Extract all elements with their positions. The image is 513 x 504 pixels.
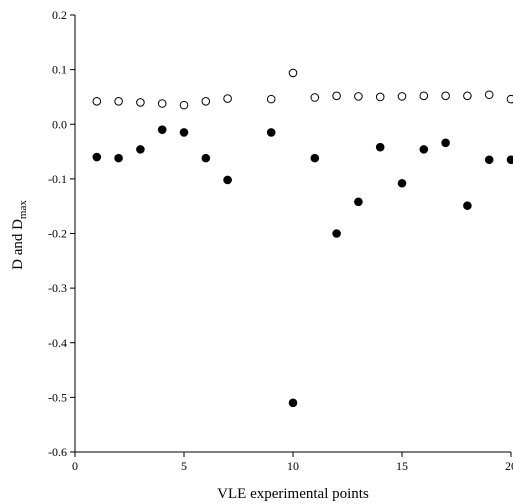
y-axis-title: D and Dmax [10,200,29,270]
y-tick-label: 0.1 [52,63,67,77]
y-tick-label: -0.5 [48,390,67,404]
filled-data-point [115,154,123,162]
filled-data-point [311,154,319,162]
open-data-point [202,98,210,106]
filled-data-point [485,156,493,164]
y-tick-label: -0.2 [48,227,67,241]
x-axis-ticks: 0 5 10 15 20 [72,452,513,473]
open-data-point [158,100,166,108]
filled-data-point [137,146,145,154]
open-data-point [507,95,513,103]
filled-data-point [398,179,406,187]
x-tick-label: 0 [72,459,78,473]
y-axis-title-main: D and D [10,219,26,270]
open-data-point [420,92,428,100]
y-axis-ticks: 0.2 0.1 0.0 -0.1 -0.2 -0.3 -0.4 -0.5 -0.6 [48,8,75,459]
filled-data-point [507,156,513,164]
series-2 [93,126,513,407]
open-data-point [398,93,406,101]
open-data-point [115,98,123,106]
filled-data-point [420,146,428,154]
open-data-point [376,93,384,101]
open-data-point [289,69,297,77]
filled-data-point [224,176,232,184]
y-tick-label: -0.4 [48,336,67,350]
x-tick-label: 15 [396,459,408,473]
filled-data-point [333,230,341,238]
filled-data-point [267,129,275,137]
open-data-point [137,99,145,107]
open-data-point [311,94,319,102]
open-data-point [93,98,101,106]
open-data-point [442,92,450,100]
x-tick-label: 10 [287,459,299,473]
y-tick-label: -0.3 [48,281,67,295]
plot-frame [75,15,511,452]
open-data-point [355,93,363,101]
filled-data-point [442,139,450,147]
open-data-point [267,95,275,103]
open-data-point [224,95,232,103]
x-tick-label: 5 [181,459,187,473]
filled-data-point [355,198,363,206]
filled-data-point [158,126,166,134]
open-data-point [464,92,472,100]
y-axis-title-subscript: max [17,200,29,219]
filled-data-point [289,399,297,407]
y-tick-label: -0.1 [48,172,67,186]
filled-data-point [180,129,188,137]
filled-data-point [464,202,472,210]
open-data-point [485,91,493,99]
y-tick-label: 0.0 [52,117,67,131]
open-data-point [333,92,341,100]
y-tick-label: 0.2 [52,8,67,22]
filled-data-point [376,143,384,151]
x-tick-label: 20 [505,459,513,473]
filled-data-point [202,154,210,162]
data-series [93,69,513,407]
filled-data-point [93,153,101,161]
series-1 [93,69,513,109]
open-data-point [180,101,188,109]
x-axis-title: VLE experimental points [217,486,369,502]
y-tick-label: -0.6 [48,445,67,459]
